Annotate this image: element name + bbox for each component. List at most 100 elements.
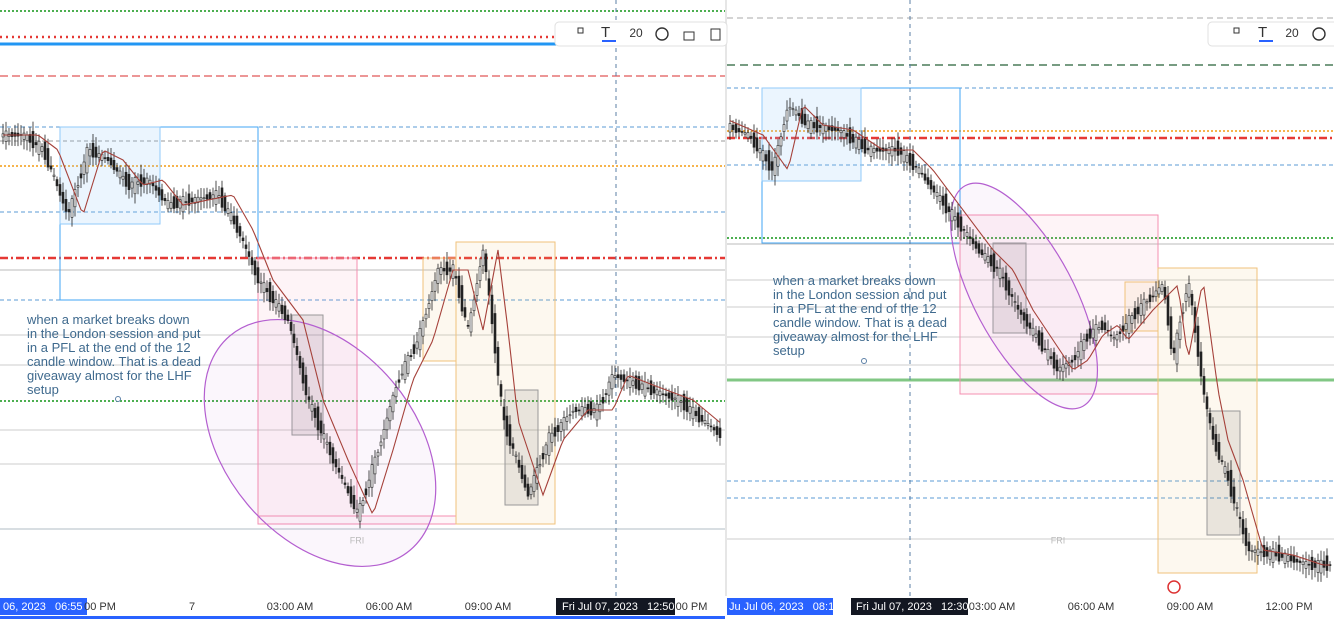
candle: [1169, 316, 1173, 349]
candle: [130, 181, 134, 189]
candle: [706, 423, 710, 426]
candle: [1115, 334, 1119, 341]
candle: [115, 167, 119, 172]
text-icon[interactable]: T: [1258, 24, 1267, 41]
candle: [1229, 469, 1233, 497]
candle: [127, 173, 131, 191]
candle: [1322, 560, 1326, 568]
candle: [82, 161, 86, 175]
candle: [250, 257, 254, 266]
candle: [472, 299, 476, 312]
candle: [1022, 312, 1026, 321]
candle: [1319, 559, 1323, 574]
candle: [136, 181, 140, 185]
candle: [971, 238, 975, 245]
candle: [658, 390, 662, 397]
candle: [316, 406, 320, 431]
candle: [1265, 547, 1269, 557]
text-icon[interactable]: T: [601, 24, 610, 41]
candle: [1127, 315, 1131, 334]
underline: [602, 40, 616, 42]
icon[interactable]: [1233, 27, 1240, 34]
candle: [85, 146, 89, 174]
candle: [1004, 272, 1008, 291]
candle: [565, 416, 569, 422]
toolbar: T 20: [1207, 21, 1334, 47]
candle: [274, 299, 278, 308]
icon[interactable]: [577, 27, 584, 34]
candle: [770, 161, 774, 171]
annotation: when a market breaks down in the London s…: [772, 273, 947, 358]
candle: [190, 197, 194, 203]
candle: [217, 195, 221, 198]
candle: [352, 495, 356, 510]
candle: [682, 393, 686, 411]
candle: [1118, 331, 1122, 334]
candle: [67, 209, 71, 213]
candle: [328, 441, 332, 456]
candle: [43, 141, 47, 160]
candle: [1136, 306, 1140, 315]
candle: [493, 313, 497, 354]
lock-icon[interactable]: [683, 31, 695, 41]
settings-icon[interactable]: [1312, 27, 1326, 41]
event-icon[interactable]: [1167, 580, 1181, 594]
candle: [1268, 549, 1272, 560]
candle: [613, 375, 617, 379]
candle: [169, 202, 173, 209]
candle: [1208, 413, 1212, 424]
candle: [956, 212, 960, 228]
candle: [31, 131, 35, 149]
candle: [917, 167, 921, 175]
candle: [1034, 333, 1038, 338]
font-size[interactable]: 20: [1285, 26, 1299, 40]
candle: [890, 146, 894, 157]
candle: [433, 280, 437, 292]
candle: [989, 254, 993, 267]
delete-icon[interactable]: [710, 28, 721, 41]
candle: [481, 249, 485, 267]
candle: [556, 425, 560, 432]
candle: [935, 192, 939, 197]
candle: [541, 453, 545, 460]
candle: [76, 185, 80, 188]
candle: [1055, 359, 1059, 372]
candle: [262, 282, 266, 293]
candle: [1094, 323, 1098, 341]
candle: [58, 184, 62, 196]
candle: [1052, 352, 1056, 369]
candle: [746, 132, 750, 139]
candle: [709, 425, 713, 428]
candle: [106, 156, 110, 162]
candle: [1187, 283, 1191, 298]
candle: [731, 124, 735, 131]
candle: [529, 486, 533, 496]
candle: [361, 500, 365, 506]
candle: [244, 244, 248, 249]
candle: [232, 215, 236, 225]
candle: [712, 427, 716, 431]
candle: [271, 290, 275, 304]
candle: [223, 195, 227, 212]
candle: [319, 420, 323, 434]
candle: [538, 464, 542, 467]
settings-icon[interactable]: [655, 27, 669, 41]
candle: [998, 267, 1002, 280]
candle: [289, 322, 293, 331]
candle: [920, 172, 924, 175]
candle: [779, 136, 783, 147]
candle: [580, 406, 584, 417]
candle: [607, 381, 611, 396]
candle: [1220, 460, 1224, 462]
candle: [415, 341, 419, 349]
crosshair-label: Fri Jul 07, 2023 12:30 AM: [856, 601, 987, 613]
font-size[interactable]: 20: [629, 26, 643, 40]
candle: [767, 150, 771, 171]
candle: [1028, 322, 1032, 329]
candle: [1301, 561, 1305, 566]
candle: [1283, 552, 1287, 564]
candle: [803, 113, 807, 126]
candle: [511, 443, 515, 449]
candle: [403, 361, 407, 380]
candle: [983, 253, 987, 261]
